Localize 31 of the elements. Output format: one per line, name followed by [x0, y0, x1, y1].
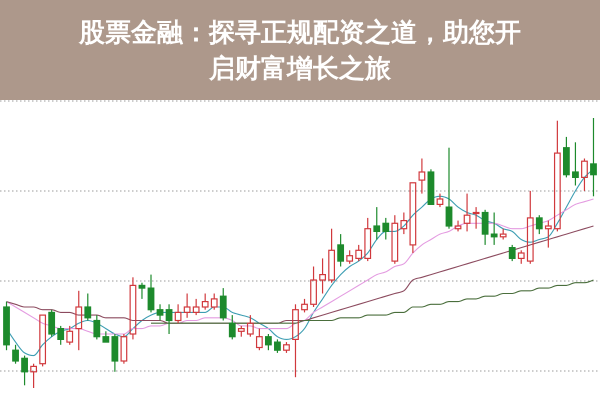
- chart-title: 股票金融：探寻正规配资之道，助您开启财富增长之旅: [78, 18, 521, 84]
- candlestick: [382, 217, 390, 240]
- candlestick: [590, 117, 597, 197]
- candlestick: [518, 250, 525, 264]
- candlestick: [57, 325, 64, 346]
- candlestick: [508, 244, 516, 262]
- candlestick: [220, 288, 227, 322]
- candlestick: [364, 217, 372, 262]
- candlestick: [228, 314, 236, 340]
- candlestick: [319, 258, 326, 294]
- candlestick: [75, 290, 82, 351]
- candlestick: [400, 212, 408, 235]
- candlestick: [346, 250, 354, 264]
- candlestick: [490, 212, 498, 246]
- candlestick: [526, 190, 534, 264]
- candlestick: [48, 309, 56, 338]
- candlestick: [500, 228, 507, 240]
- candlestick: [210, 292, 218, 310]
- candlestick: [418, 158, 426, 194]
- candlestick: [355, 244, 362, 262]
- candlestick: [238, 325, 245, 338]
- candlestick: [373, 206, 380, 240]
- candlestick: [192, 298, 200, 316]
- candlestick: [544, 220, 552, 248]
- candlestick: [202, 292, 209, 310]
- candlestick: [93, 314, 100, 340]
- candlestick: [246, 314, 254, 338]
- candlestick: [84, 292, 92, 322]
- candlestick: [391, 214, 398, 264]
- candlestick: [66, 325, 74, 346]
- candlestick: [536, 214, 543, 235]
